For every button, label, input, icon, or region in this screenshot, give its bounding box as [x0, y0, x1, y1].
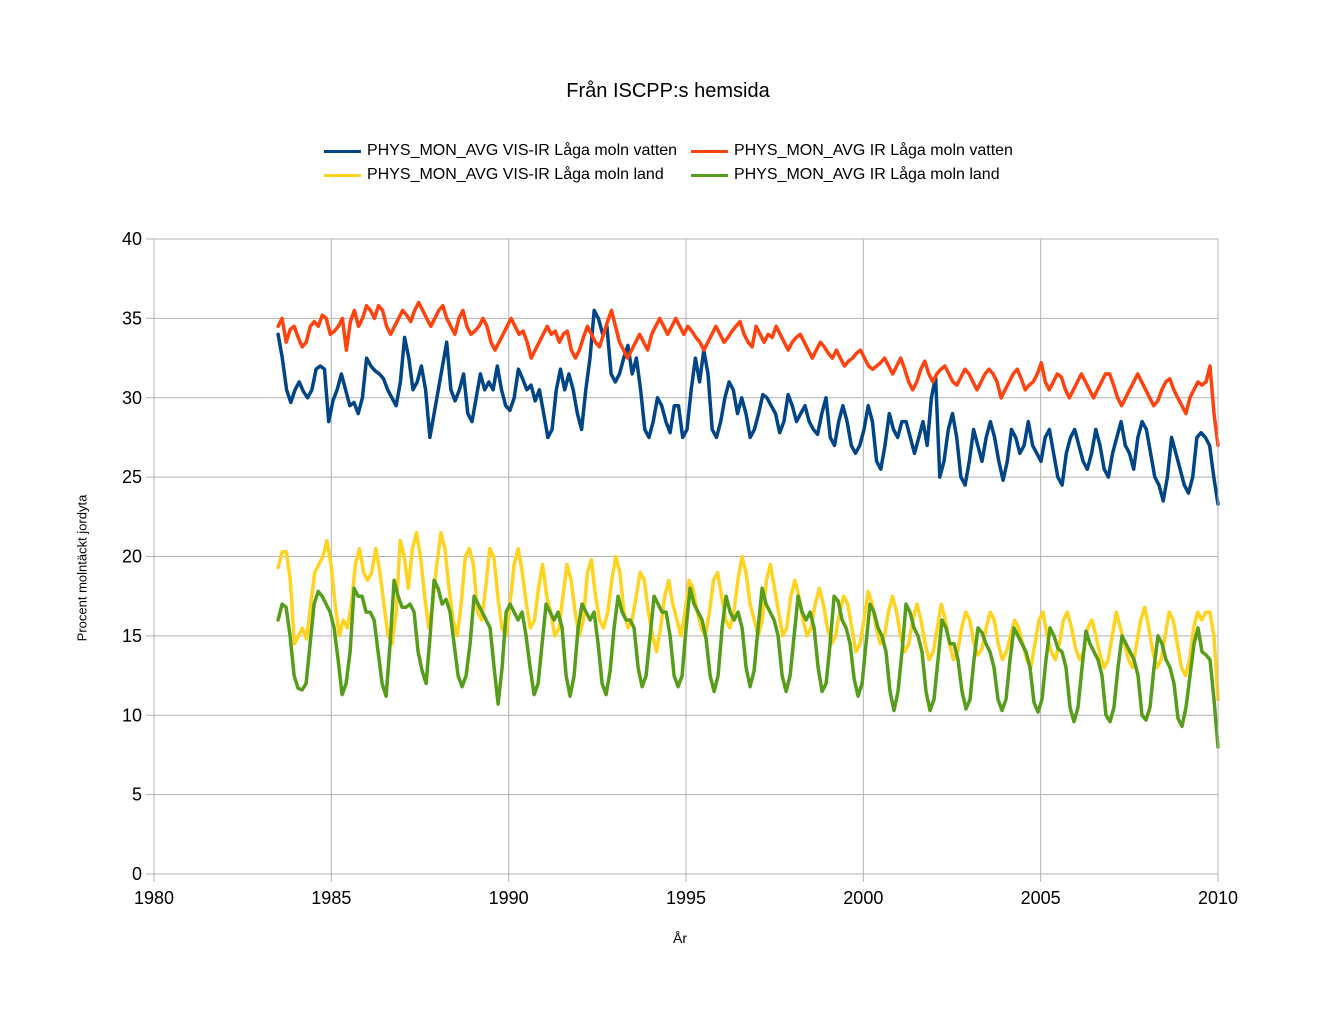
x-tick-label: 2005 — [1021, 888, 1061, 908]
series-line-ir-land — [276, 578, 1220, 749]
legend-swatch-ir-land — [691, 173, 728, 177]
x-axis-label: År — [673, 930, 687, 946]
axes — [146, 238, 1219, 882]
legend-label-ir-land: PHYS_MON_AVG IR Låga moln land — [734, 166, 1000, 183]
y-tick-label: 0 — [132, 864, 142, 884]
y-tick-label: 40 — [122, 229, 142, 249]
legend-item-vis-ir-land: PHYS_MON_AVG VIS-IR Låga moln land — [324, 165, 664, 185]
legend-swatch-vis-ir-land — [324, 173, 361, 177]
legend-label-vis-ir-land: PHYS_MON_AVG VIS-IR Låga moln land — [367, 166, 664, 183]
legend-label-vis-ir-water: PHYS_MON_AVG VIS-IR Låga moln vatten — [367, 142, 678, 159]
x-tick-label: 2000 — [843, 888, 883, 908]
legend-label-ir-water: PHYS_MON_AVG IR Låga moln vatten — [734, 142, 1013, 159]
legend-item-ir-water: PHYS_MON_AVG IR Låga moln vatten — [691, 141, 1013, 161]
legend-item-vis-ir-water: PHYS_MON_AVG VIS-IR Låga moln vatten — [324, 141, 677, 161]
grid-lines — [153, 238, 1219, 875]
series-line-ir-water — [276, 300, 1220, 448]
y-tick-label: 5 — [132, 785, 142, 805]
x-tick-label: 1985 — [311, 888, 351, 908]
y-axis-label: Procent molntäckt jordyta — [74, 494, 90, 642]
y-tick-label: 35 — [122, 308, 142, 328]
legend-swatch-ir-water — [691, 149, 728, 153]
series-line-vis-ir-water — [276, 308, 1220, 506]
y-tick-label: 20 — [122, 547, 142, 567]
y-tick-label: 30 — [122, 388, 142, 408]
tick-labels: 0 5 10 15 20 25 30 35 40 1980 1985 1990 1995 2000 2005… — [122, 229, 1238, 908]
x-tick-label: 2010 — [1198, 888, 1238, 908]
legend-swatch-vis-ir-water — [324, 149, 361, 153]
y-tick-label: 10 — [122, 705, 142, 725]
plot-frame — [153, 238, 1219, 875]
chart-title: Från ISCPP:s hemsida — [566, 80, 770, 102]
y-tick-label: 25 — [122, 467, 142, 487]
legend-item-ir-land: PHYS_MON_AVG IR Låga moln land — [691, 165, 1000, 185]
x-tick-label: 1995 — [666, 888, 706, 908]
y-tick-label: 15 — [122, 626, 142, 646]
x-tick-label: 1980 — [134, 888, 174, 908]
series-lines — [276, 300, 1220, 749]
x-tick-label: 1990 — [489, 888, 529, 908]
